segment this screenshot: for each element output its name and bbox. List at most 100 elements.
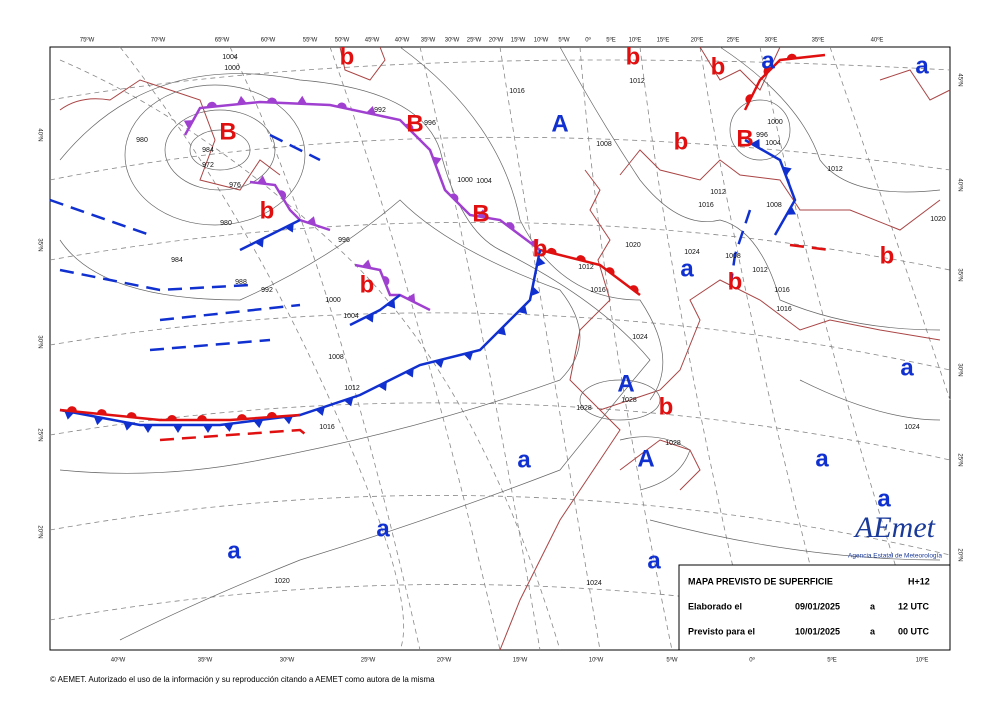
pressure-center: a [376, 515, 390, 542]
front-symbol [126, 412, 137, 418]
front-symbol [296, 95, 307, 105]
front-symbol [173, 425, 183, 433]
isobar-label: 1012 [827, 166, 843, 173]
isobar-label: 1020 [625, 242, 641, 249]
pressure-center: b [728, 268, 743, 295]
longitude-label: 10ºE [916, 657, 929, 664]
footer: © AEMET. Autorizado el uso de la informa… [50, 675, 435, 684]
longitude-label: 15ºW [513, 657, 528, 664]
isobar-label: 1028 [621, 397, 637, 404]
longitude-label: 5ºE [827, 657, 837, 664]
front-symbol [66, 406, 77, 412]
latitude-label: 40ºN [36, 128, 43, 141]
pressure-center: b [340, 43, 355, 70]
longitude-label: 35ºE [812, 37, 825, 44]
longitude-label: 35ºW [198, 657, 213, 664]
pressure-center: b [711, 53, 726, 80]
front-symbol [283, 415, 294, 425]
front-symbol [256, 175, 267, 185]
front-symbol [536, 256, 546, 267]
isobar-label: 1028 [576, 405, 592, 412]
info-cell: Elaborado el [688, 601, 742, 611]
isobar-label: 1004 [222, 54, 238, 61]
front-symbol [404, 123, 414, 133]
longitude-label: 10ºW [589, 657, 604, 664]
longitude-label: 40ºW [111, 657, 126, 664]
front-line [59, 249, 542, 427]
isobar-label: 1016 [509, 88, 525, 95]
longitude-label: 75ºW [80, 37, 95, 44]
isobar-label: 996 [756, 132, 768, 139]
front-line [789, 243, 831, 252]
front-symbol [284, 223, 294, 233]
info-run: H+12 [908, 576, 930, 586]
front-symbol [476, 209, 487, 218]
isobar-label: 1008 [766, 202, 782, 209]
longitude-label: 0º [749, 657, 755, 664]
info-cell: 12 UTC [898, 601, 930, 611]
pressure-center: a [815, 445, 829, 472]
front-symbol [763, 66, 773, 76]
longitude-label: 25ºW [361, 657, 376, 664]
front-symbol [203, 425, 213, 433]
isobar-label: 984 [202, 147, 214, 154]
pressure-center: B [219, 118, 236, 145]
isobar-label: 972 [202, 162, 214, 169]
front-symbol [386, 299, 396, 309]
front-line [149, 338, 271, 352]
front-symbol [505, 222, 515, 231]
longitude-label: 30ºW [280, 657, 295, 664]
isobar-label: 1012 [578, 264, 594, 271]
latitude-label: 40ºN [956, 178, 963, 191]
longitude-label: 25ºW [467, 37, 482, 44]
isobar-label: 1000 [457, 177, 473, 184]
isobar-label: 1008 [725, 253, 741, 260]
isobar-label: 1004 [476, 178, 492, 185]
front-line [183, 100, 541, 251]
longitude-label: 45ºW [365, 37, 380, 44]
graticule [49, 46, 951, 651]
front-symbol [64, 410, 75, 420]
info-title: MAPA PREVISTO DE SUPERFICIE [688, 576, 833, 586]
longitude-label: 10ºE [629, 37, 642, 44]
isobar-label: 988 [235, 279, 247, 286]
info-cell: 09/01/2025 [795, 601, 840, 611]
pressure-center: A [617, 370, 634, 397]
front-symbol [366, 105, 376, 115]
front-symbol [432, 156, 442, 166]
front-symbol [361, 259, 372, 269]
isobar-label: 1024 [684, 249, 700, 256]
longitude-label: 70ºW [151, 37, 166, 44]
front-symbol [449, 193, 459, 203]
pressure-center: B [736, 125, 753, 152]
info-box [678, 564, 951, 651]
longitude-label: 10ºW [534, 37, 549, 44]
isobar-label: 1008 [328, 354, 344, 361]
front-line [159, 303, 301, 322]
latitude-label: 35ºN [956, 268, 963, 281]
isobar-label: 1016 [774, 287, 790, 294]
front-symbol [206, 101, 217, 108]
longitude-label: 15ºW [511, 37, 526, 44]
front-symbol [463, 351, 474, 361]
isobar-label: 1016 [776, 306, 792, 313]
front-symbol [530, 286, 540, 297]
pressure-center: A [551, 110, 568, 137]
front-line [728, 209, 752, 291]
isobar-label: 1000 [224, 65, 240, 72]
front-symbol [434, 358, 445, 368]
isobar-label: 1004 [765, 140, 781, 147]
pressure-center: b [626, 43, 641, 70]
front-symbol [223, 423, 234, 432]
front-symbol [364, 313, 374, 323]
pressure-center: a [900, 354, 914, 381]
isobar-label: 1012 [710, 189, 726, 196]
front-line [539, 248, 641, 296]
front-symbol [278, 190, 287, 200]
isobar-label: 984 [171, 257, 183, 264]
latitude-label: 30ºN [956, 363, 963, 376]
pressure-center: B [406, 110, 423, 137]
longitude-label: 50ºW [335, 37, 350, 44]
front-symbol [167, 415, 177, 420]
